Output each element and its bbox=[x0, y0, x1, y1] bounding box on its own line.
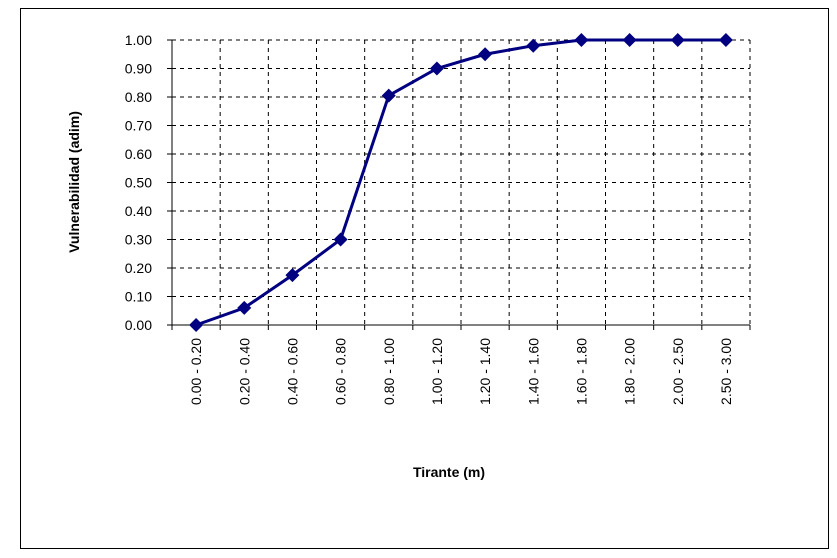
y-tick-label: 1.00 bbox=[125, 32, 152, 48]
data-marker bbox=[189, 318, 204, 332]
y-tick-label: 0.50 bbox=[125, 175, 152, 191]
x-tick-label: 1.80 - 2.00 bbox=[622, 338, 638, 405]
chart-border bbox=[20, 8, 829, 549]
y-tick-label: 0.90 bbox=[125, 61, 152, 77]
y-tick-label: 0.00 bbox=[125, 317, 152, 333]
x-tick-label: 2.50 - 3.00 bbox=[718, 338, 734, 405]
x-tick-label: 1.00 - 1.20 bbox=[429, 338, 445, 405]
data-line bbox=[195, 38, 726, 327]
y-tick-label: 0.80 bbox=[125, 89, 152, 105]
y-tick-label: 0.10 bbox=[125, 289, 152, 305]
y-tick-label: 0.40 bbox=[125, 203, 152, 219]
y-tick-label: 0.60 bbox=[125, 146, 152, 162]
data-marker bbox=[237, 300, 252, 315]
x-tick-label: 0.80 - 1.00 bbox=[381, 338, 397, 405]
x-tick-label: 0.20 - 0.40 bbox=[236, 338, 252, 405]
x-tick-label: 1.60 - 1.80 bbox=[573, 338, 589, 405]
x-tick-label: 2.00 - 2.50 bbox=[670, 338, 686, 405]
y-axis-label: Vulnerabilidad (adim) bbox=[66, 111, 82, 253]
data-marker bbox=[670, 33, 685, 47]
data-marker bbox=[333, 232, 348, 247]
x-tick-label: 0.00 - 0.20 bbox=[188, 338, 204, 405]
x-tick-label: 0.40 - 0.60 bbox=[284, 338, 300, 405]
data-marker bbox=[526, 38, 541, 53]
data-marker bbox=[622, 33, 637, 47]
data-marker bbox=[285, 268, 300, 283]
data-marker bbox=[381, 88, 396, 103]
data-marker bbox=[718, 33, 733, 47]
y-tick-label: 0.30 bbox=[125, 232, 152, 248]
data-marker bbox=[574, 33, 589, 47]
y-tick-label: 0.70 bbox=[125, 118, 152, 134]
data-marker bbox=[429, 61, 444, 76]
x-tick-label: 1.20 - 1.40 bbox=[477, 338, 493, 405]
x-tick-label: 1.40 - 1.60 bbox=[525, 338, 541, 405]
data-marker bbox=[478, 47, 493, 62]
x-axis-label: Tirante (m) bbox=[413, 464, 485, 480]
x-tick-label: 0.60 - 0.80 bbox=[333, 338, 349, 405]
y-tick-label: 0.20 bbox=[125, 260, 152, 276]
